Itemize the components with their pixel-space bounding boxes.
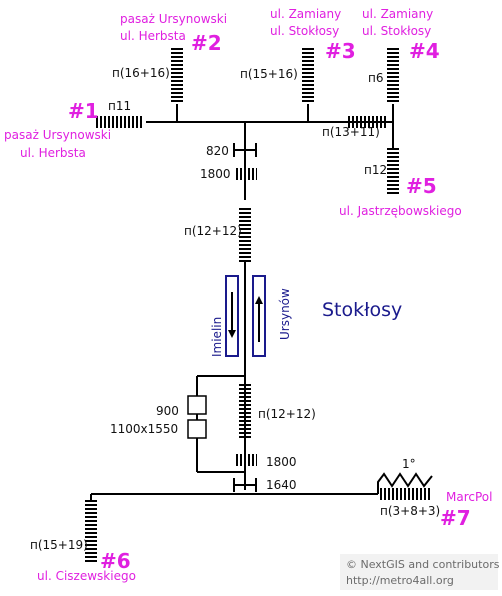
exit-2-number: #2 <box>191 31 222 55</box>
stairs-lower-platform-label: п(12+12) <box>258 407 316 421</box>
stairs-corridor-right <box>346 116 388 128</box>
stairs-lower-platform <box>239 384 251 440</box>
exit-3-street-2: ul. Stokłosy <box>270 24 339 38</box>
exit-7-street: MarcPol <box>446 490 492 504</box>
doors <box>187 395 207 439</box>
exit-1-street-2: ul. Herbsta <box>20 146 86 160</box>
step-upper <box>235 168 257 180</box>
exit-2-street-1: pasaż Ursynowski <box>120 12 227 26</box>
platform-track-right <box>252 275 266 357</box>
exit-5-stairs: п12 <box>364 163 387 177</box>
stairs-upper-platform-label: п(12+12) <box>184 224 242 238</box>
step-lower-label: 1800 <box>266 455 297 469</box>
credits-line-2[interactable]: http://metro4all.org <box>346 574 454 587</box>
exit-2-stairs: п(16+16) <box>112 66 170 80</box>
exit-5-number: #5 <box>406 174 437 198</box>
credits-line-1: © NextGIS and contributors <box>346 558 500 571</box>
stairs-exit-4 <box>387 48 399 104</box>
exit-4-stairs: п6 <box>368 71 383 85</box>
platform: Imielin Ursynów <box>210 275 292 357</box>
door-900 <box>187 395 207 415</box>
platform-track-left <box>225 275 239 357</box>
exit-3-stairs: п(15+16) <box>240 67 298 81</box>
width-upper-label: 820 <box>206 144 229 158</box>
station-name: Stokłosy <box>322 299 402 321</box>
ramp-angle: 1° <box>402 457 416 471</box>
door-width-label: 900 <box>156 404 179 418</box>
stairs-exit-6 <box>85 500 97 564</box>
direction-imielin: Imielin <box>210 317 224 357</box>
stairs-upper-platform <box>239 206 251 262</box>
width-lower-label: 1640 <box>266 478 297 492</box>
exit-5-street: ul. Jastrzębowskiego <box>339 204 462 218</box>
stairs-exit-5 <box>387 148 399 196</box>
step-lower <box>235 454 257 466</box>
exit-4-street-2: ul. Stokłosy <box>362 24 431 38</box>
exit-2-street-2: ul. Herbsta <box>120 29 186 43</box>
ramp-zigzag <box>377 472 433 494</box>
exit-1-number: #1 <box>68 99 99 123</box>
exit-3-street-1: ul. Zamiany <box>270 7 341 21</box>
passage-lines <box>90 104 433 500</box>
door-size-label: 1100x1550 <box>110 422 178 436</box>
exit-1-stairs: п11 <box>108 99 131 113</box>
exit-4-street-1: ul. Zamiany <box>362 7 433 21</box>
stairs-exit-1 <box>96 116 144 128</box>
exit-3-number: #3 <box>325 39 356 63</box>
exit-4-number: #4 <box>409 39 440 63</box>
arrow-down-icon <box>228 292 236 338</box>
exit-6-street: ul. Ciszewskiego <box>37 569 136 583</box>
exit-7-number: #7 <box>440 506 471 530</box>
direction-ursynow: Ursynów <box>278 288 292 340</box>
exit-1-street-1: pasaż Ursynowski <box>4 128 111 142</box>
exit-6-number: #6 <box>100 549 131 573</box>
exit-6-stairs: п(15+19) <box>30 538 88 552</box>
credits-box <box>340 554 498 590</box>
stairs-corridor-right-label: п(13+11) <box>322 125 380 139</box>
stairs-exit-2 <box>171 46 183 104</box>
exit-7-stairs: п(3+8+3) <box>380 504 440 518</box>
stairs <box>85 46 432 564</box>
door-1100x1550 <box>187 419 207 439</box>
step-upper-label: 1800 <box>200 167 231 181</box>
arrow-up-icon <box>255 296 263 342</box>
stairs-exit-7 <box>380 488 432 500</box>
stairs-exit-3 <box>302 46 314 104</box>
